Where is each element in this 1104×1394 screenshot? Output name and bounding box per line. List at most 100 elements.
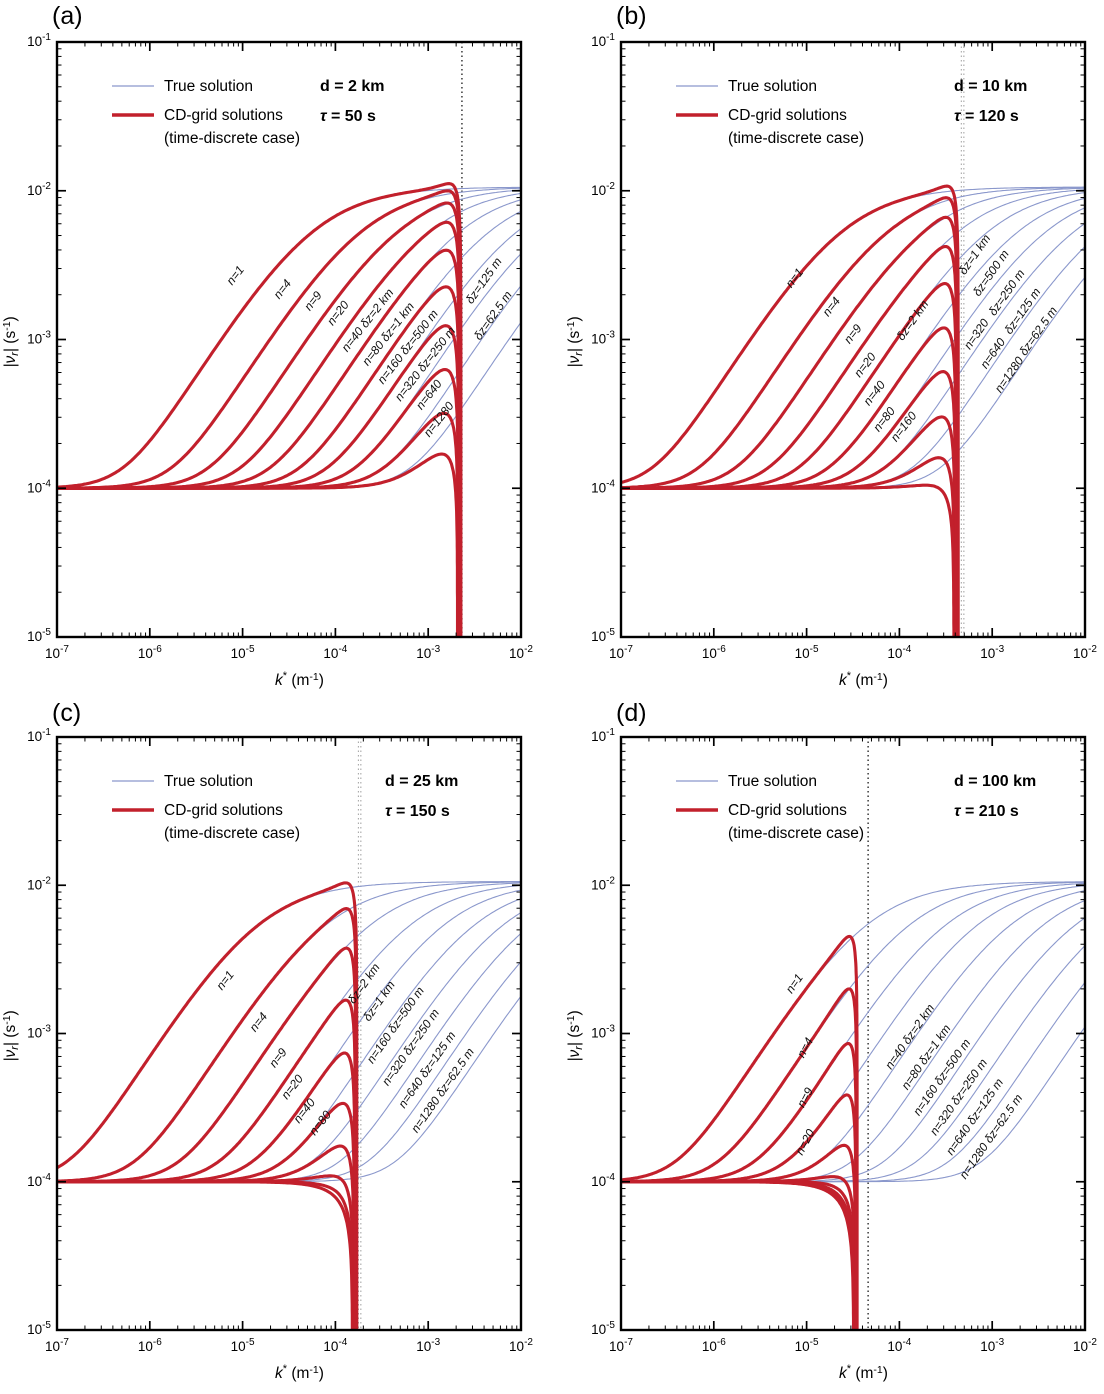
y-tick-label: 10-1 bbox=[591, 727, 615, 744]
plot-area-d bbox=[621, 737, 1085, 1330]
x-axis-title: k* (m-1) bbox=[839, 670, 888, 689]
y-axis-title: |νr| (s-1) bbox=[565, 316, 585, 367]
true-solution-curve bbox=[621, 881, 1085, 1181]
cd-grid-curve bbox=[621, 326, 958, 637]
curve-label: n=9 bbox=[794, 1085, 816, 1110]
panel-a: (a) 10-7 10-6 10-5 10-4 10-3 10-2 10-1 10-2 10-3… bbox=[0, 0, 552, 697]
axis-ticks bbox=[620, 41, 1086, 638]
y-tick-label: 10-3 bbox=[27, 1024, 51, 1041]
y-tick-label: 10-3 bbox=[591, 330, 615, 347]
x-tick-labels: 10-7 10-6 10-5 10-4 10-3 10-2 bbox=[609, 644, 1097, 661]
axis-ticks bbox=[56, 41, 522, 638]
legend-cd-label2: (time-discrete case) bbox=[728, 825, 864, 842]
true-solution-curves bbox=[621, 881, 1085, 1183]
true-solution-curve bbox=[57, 881, 521, 1182]
y-tick-label: 10-5 bbox=[27, 627, 51, 644]
x-tick-label: 10-4 bbox=[323, 644, 347, 661]
legend-cd-label: CD-grid solutions bbox=[164, 802, 283, 819]
y-tick-label: 10-4 bbox=[27, 1172, 51, 1189]
y-tick-label: 10-2 bbox=[591, 875, 615, 892]
param-d: d = 2 km bbox=[320, 78, 384, 95]
param-tau: τ = 150 s bbox=[385, 803, 450, 820]
y-tick-labels: 10-1 10-2 10-3 10-4 10-5 bbox=[27, 32, 51, 644]
x-tick-labels: 10-7 10-6 10-5 10-4 10-3 10-2 bbox=[45, 1337, 533, 1354]
curve-label: n=320 δz=250 m bbox=[379, 1006, 442, 1088]
x-tick-label: 10-5 bbox=[795, 644, 819, 661]
cd-grid-curve bbox=[621, 244, 959, 637]
x-tick-label: 10-6 bbox=[138, 644, 162, 661]
true-solution-curve bbox=[57, 932, 521, 1183]
true-solution-curve bbox=[621, 890, 1085, 1183]
true-solution-curve bbox=[621, 881, 1085, 1183]
panel-parameters: d = 100 km τ = 210 s bbox=[954, 773, 1036, 820]
legend-true-label: True solution bbox=[728, 78, 817, 95]
y-tick-label: 10-2 bbox=[27, 875, 51, 892]
x-tick-label: 10-6 bbox=[702, 1337, 726, 1354]
plot-area-a bbox=[57, 42, 521, 637]
cd-grid-curve bbox=[621, 1180, 856, 1330]
cd-grid-curve bbox=[57, 946, 358, 1330]
cd-grid-curve bbox=[621, 415, 957, 637]
plot-canvas-a: 10-7 10-6 10-5 10-4 10-3 10-2 10-1 10-2 10-3 10-4… bbox=[1, 32, 533, 689]
y-axis-title: |νr| (s-1) bbox=[1, 316, 21, 367]
x-axis-title: k* (m-1) bbox=[275, 1363, 324, 1382]
curve-label: n=1 bbox=[213, 968, 237, 993]
curve-label: n=9 bbox=[266, 1045, 290, 1070]
cd-grid-curve bbox=[621, 1180, 856, 1330]
true-solution-curve bbox=[57, 285, 521, 489]
y-tick-label: 10-1 bbox=[27, 32, 51, 49]
legend-true-label: True solution bbox=[164, 78, 253, 95]
x-tick-label: 10-6 bbox=[138, 1337, 162, 1354]
curve-label: n=1 bbox=[223, 263, 247, 288]
y-tick-label: 10-1 bbox=[27, 727, 51, 744]
cd-grid-curve bbox=[57, 881, 359, 1330]
x-axis-title: k* (m-1) bbox=[275, 670, 324, 689]
y-tick-label: 10-5 bbox=[27, 1320, 51, 1337]
plot-area-c bbox=[57, 737, 521, 1330]
x-tick-label: 10-4 bbox=[887, 1337, 911, 1354]
cd-grid-curve bbox=[57, 182, 463, 637]
x-tick-label: 10-4 bbox=[323, 1337, 347, 1354]
x-tick-label: 10-5 bbox=[231, 1337, 255, 1354]
cd-grid-curve bbox=[621, 1093, 858, 1330]
cd-grid-curves bbox=[621, 184, 960, 637]
panel-letter-c: (c) bbox=[52, 699, 82, 727]
legend: True solution CD-grid solutions (time-disc… bbox=[112, 78, 300, 147]
cd-grid-curve bbox=[621, 184, 960, 637]
x-tick-labels: 10-7 10-6 10-5 10-4 10-3 10-2 bbox=[609, 1337, 1097, 1354]
x-tick-label: 10-2 bbox=[509, 1337, 533, 1354]
x-tick-label: 10-2 bbox=[1073, 1337, 1097, 1354]
cd-grid-curve bbox=[621, 1180, 856, 1330]
y-tick-label: 10-3 bbox=[27, 330, 51, 347]
legend: True solution CD-grid solutions (time-disc… bbox=[676, 78, 864, 147]
x-tick-label: 10-2 bbox=[1073, 644, 1097, 661]
legend-cd-label: CD-grid solutions bbox=[728, 802, 847, 819]
y-tick-labels: 10-1 10-2 10-3 10-4 10-5 bbox=[591, 32, 615, 644]
cd-grid-curves bbox=[57, 182, 463, 637]
legend-true-label: True solution bbox=[164, 773, 253, 790]
x-tick-label: 10-5 bbox=[795, 1337, 819, 1354]
y-tick-label: 10-5 bbox=[591, 627, 615, 644]
param-d: d = 10 km bbox=[954, 78, 1027, 95]
y-tick-label: 10-2 bbox=[591, 181, 615, 198]
y-tick-label: 10-4 bbox=[27, 478, 51, 495]
cd-grid-curve bbox=[57, 201, 462, 637]
true-solution-curve bbox=[57, 912, 521, 1183]
x-tick-labels: 10-7 10-6 10-5 10-4 10-3 10-2 bbox=[45, 644, 533, 661]
cd-grid-curve bbox=[57, 324, 461, 637]
param-d: d = 100 km bbox=[954, 773, 1036, 790]
x-tick-label: 10-3 bbox=[416, 1337, 440, 1354]
y-tick-label: 10-3 bbox=[591, 1024, 615, 1041]
legend-cd-label2: (time-discrete case) bbox=[164, 825, 300, 842]
y-tick-label: 10-2 bbox=[27, 181, 51, 198]
panel-letter-d: (d) bbox=[616, 699, 647, 727]
legend-true-label: True solution bbox=[728, 773, 817, 790]
x-tick-label: 10-2 bbox=[509, 644, 533, 661]
cd-grid-curve bbox=[57, 1180, 355, 1330]
param-d: d = 25 km bbox=[385, 773, 458, 790]
curve-label: δz=2 km bbox=[894, 298, 932, 343]
true-solution-curve bbox=[57, 199, 521, 489]
x-tick-label: 10-3 bbox=[980, 644, 1004, 661]
